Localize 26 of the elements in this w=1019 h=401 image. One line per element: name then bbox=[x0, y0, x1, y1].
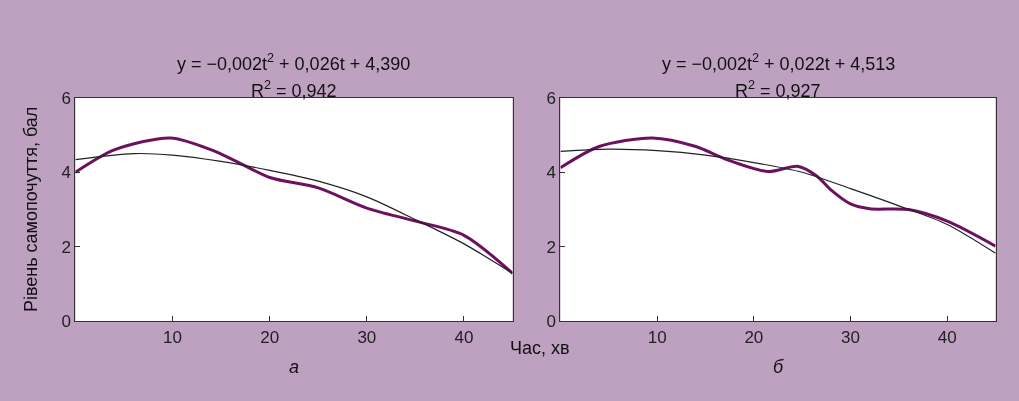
y-tick-label: 2 bbox=[546, 237, 557, 257]
chart-subtitle: R$^{2}$ = 0,942 bbox=[251, 78, 337, 101]
y-tick-label: 4 bbox=[546, 163, 557, 183]
chart-title: y = −0,002t$^{2}$ + 0,022t + 4,513 bbox=[662, 51, 896, 74]
chart-title: y = −0,002t$^{2}$ + 0,026t + 4,390 bbox=[177, 51, 411, 74]
x-axis-title: Час, хв bbox=[510, 338, 570, 358]
text: б bbox=[773, 357, 784, 377]
y-tick-label: 4 bbox=[61, 163, 72, 183]
y-tick-label: 6 bbox=[546, 88, 557, 108]
x-tick-label: 10 bbox=[163, 327, 183, 347]
chart-subtitle: R$^{2}$ = 0,927 bbox=[735, 78, 821, 101]
x-tick-label: 30 bbox=[357, 327, 377, 347]
y-tick-label: 0 bbox=[61, 312, 72, 332]
line-series bbox=[560, 148, 996, 254]
y-axis-title: Рівень самопочуття, бал bbox=[21, 106, 42, 313]
x-tick-label: 40 bbox=[937, 327, 957, 347]
line-series bbox=[560, 136, 996, 248]
x-tick-label: 20 bbox=[260, 327, 280, 347]
y-tick-label: 2 bbox=[61, 237, 72, 257]
y-tick-label: 0 bbox=[546, 312, 557, 332]
text: а bbox=[289, 357, 300, 377]
x-tick-label: 20 bbox=[744, 327, 764, 347]
y-tick-label: 6 bbox=[61, 88, 72, 108]
x-tick-label: 10 bbox=[647, 327, 667, 347]
x-tick-label: 30 bbox=[841, 327, 860, 347]
x-tick-label: 40 bbox=[454, 327, 474, 347]
